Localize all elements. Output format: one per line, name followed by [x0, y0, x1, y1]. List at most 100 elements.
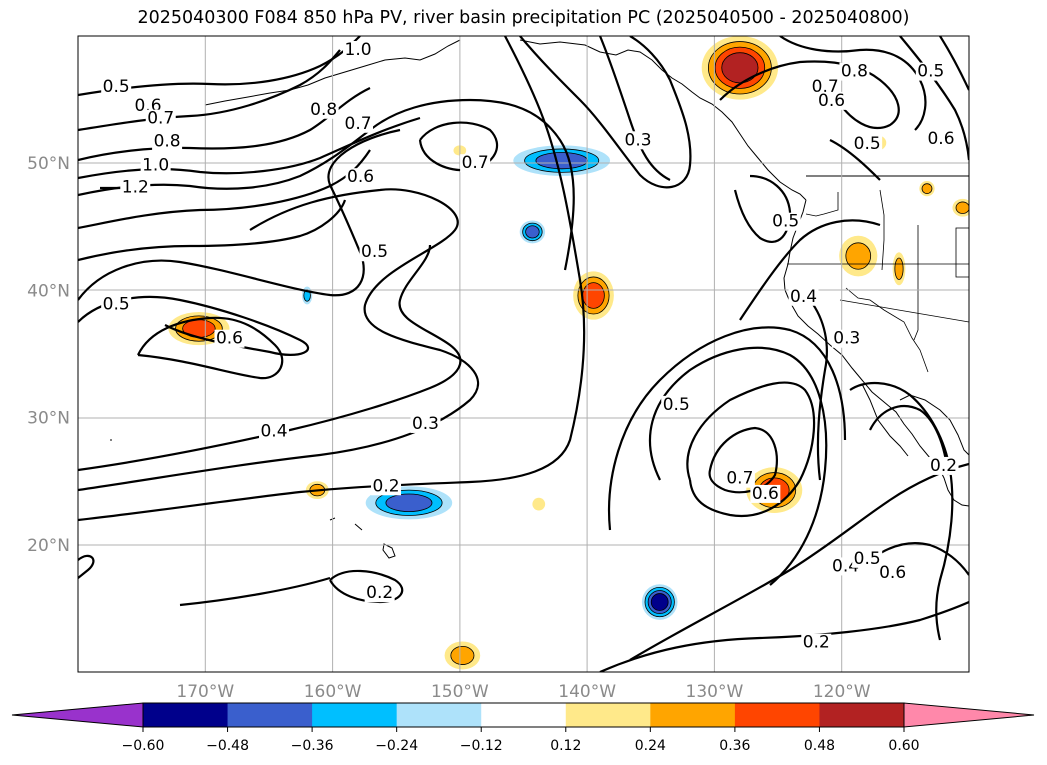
contour-label: 0.7: [726, 469, 753, 489]
contour-label: 0.5: [854, 134, 881, 154]
contour-label: 0.6: [927, 129, 954, 149]
shade-level: [921, 183, 933, 195]
latitude-tick-label: 40°N: [27, 281, 70, 301]
latitude-tick-label: 20°N: [27, 536, 70, 556]
contour-label: 0.7: [147, 109, 174, 129]
contour-label: 0.2: [366, 583, 393, 603]
longitude-labels: 170°W 160°W 150°W 140°W 130°W 120°W: [176, 682, 870, 702]
contour-label-bg: [831, 329, 862, 348]
contour-label-bg: [140, 156, 171, 175]
shade-level: [525, 225, 540, 239]
contour-label: 0.8: [154, 132, 181, 152]
colorbar-segment: [650, 703, 736, 727]
precip-anomaly-region: [513, 145, 611, 176]
colorbar-segment: [396, 703, 482, 727]
colorbar-tick-label: 0.12: [550, 738, 581, 754]
colorbar-segment: [227, 703, 313, 727]
contour-label-bg: [259, 422, 290, 441]
contour-label: 0.5: [854, 549, 881, 569]
contour-label-bg: [345, 168, 376, 187]
contour-label: 0.2: [803, 633, 830, 653]
contour-label: 0.6: [216, 329, 243, 349]
contour-label-bg: [852, 135, 883, 154]
contour-label: 1.0: [345, 40, 372, 60]
contour-label: 1.0: [142, 156, 169, 176]
colorbar-outline: [142, 702, 905, 728]
precip-anomaly-region: [444, 641, 481, 670]
precip-anomaly-region: [641, 584, 678, 620]
colorbar-tick-label: −0.48: [206, 738, 249, 754]
precip-anomaly-region: [892, 252, 906, 286]
contour-label-bg: [364, 584, 395, 603]
latitude-labels: 20°N 30°N 40°N 50°N: [27, 154, 70, 556]
contour-label-bg: [101, 295, 132, 314]
contour-label: 0.2: [373, 476, 400, 496]
contour-label: 0.5: [663, 395, 690, 415]
contour-label-bg: [359, 243, 390, 262]
contour-label-bg: [623, 131, 654, 150]
contour-label-bg: [120, 178, 151, 197]
shade-level: [894, 257, 904, 280]
contour-label-bg: [877, 563, 908, 582]
contour-label: 0.3: [412, 414, 439, 434]
precip-anomaly-region: [919, 181, 935, 197]
longitude-tick-label: 140°W: [558, 682, 616, 702]
colorbar-segment: [565, 703, 651, 727]
contour-label: 0.7: [462, 153, 489, 173]
colorbar-tick-label: −0.12: [460, 738, 503, 754]
pv-contours: [78, 36, 969, 672]
contour-label: 0.2: [930, 456, 957, 476]
colorbar-segment: [481, 703, 567, 727]
precip-anomaly-region: [952, 198, 969, 217]
contour-label: 0.5: [103, 77, 130, 97]
shade-level: [650, 593, 669, 611]
contour-label: 0.6: [752, 484, 779, 504]
colorbar-segment: [734, 703, 820, 727]
precip-anomaly-region: [532, 497, 546, 511]
contour-label-bg: [810, 77, 841, 96]
longitude-tick-label: 170°W: [176, 682, 234, 702]
colorbar-tick-label: −0.36: [291, 738, 334, 754]
colorbar-segment: [143, 703, 229, 727]
shade-level: [721, 52, 759, 84]
colorbar-tick-label: 0.60: [888, 738, 919, 754]
longitude-tick-label: 120°W: [813, 682, 871, 702]
contour-label-bg: [839, 62, 870, 81]
shade-level: [582, 282, 605, 309]
contour-label: 1.2: [122, 177, 149, 197]
shade-level: [385, 493, 433, 513]
contour-label-bg: [410, 414, 441, 433]
longitude-tick-label: 160°W: [304, 682, 362, 702]
contour-label-bg: [101, 77, 132, 96]
colorbar-tick-labels: −0.60 −0.48 −0.36 −0.24 −0.12 0.12 0.24 0.36 0.4…: [122, 727, 920, 754]
contour-label: 0.4: [790, 287, 817, 307]
contour-label-bg: [460, 154, 491, 173]
latitude-tick-label: 50°N: [27, 154, 70, 174]
contour-label-bg: [371, 477, 402, 496]
contour-label: 0.5: [361, 242, 388, 262]
precip-anomaly-region: [573, 271, 614, 320]
contour-label-bg: [724, 469, 755, 488]
contour-label-bg: [750, 484, 781, 503]
contour-labels: 0.50.60.70.81.01.21.00.80.70.60.70.50.50…: [101, 40, 959, 653]
contour-label-bg: [928, 456, 959, 475]
contour-label: 0.8: [310, 100, 337, 120]
shade-level: [955, 201, 969, 214]
precip-anomaly-region: [519, 220, 546, 244]
chart-title: 2025040300 F084 850 hPa PV, river basin …: [137, 8, 910, 28]
contour-label-bg: [214, 329, 245, 348]
latitude-tick-label: 30°N: [27, 409, 70, 429]
contour-label: 0.5: [917, 62, 944, 82]
contour-label: 0.6: [879, 563, 906, 583]
precip-anomaly-region: [839, 235, 878, 277]
contour-label: 0.5: [103, 294, 130, 314]
map-frame: [77, 35, 970, 673]
precip-anomaly-region: [701, 36, 779, 100]
colorbar-segment: [819, 703, 905, 727]
shade-level: [845, 242, 872, 270]
colorbar-tick-label: 0.36: [719, 738, 750, 754]
contour-label-bg: [801, 633, 832, 652]
contour-label-bg: [152, 132, 183, 151]
contour-label: 0.8: [841, 62, 868, 82]
